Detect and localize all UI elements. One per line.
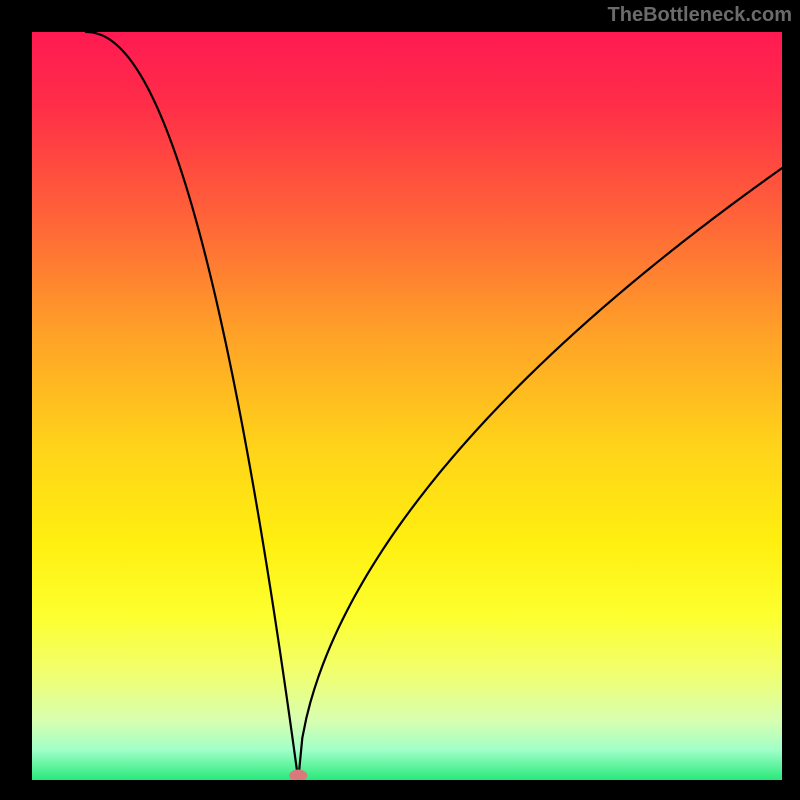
min-marker	[289, 770, 307, 782]
watermark-text: TheBottleneck.com	[608, 4, 792, 27]
plot-background	[32, 32, 782, 780]
bottleneck-chart	[0, 0, 800, 800]
chart-container: TheBottleneck.com	[0, 0, 800, 800]
